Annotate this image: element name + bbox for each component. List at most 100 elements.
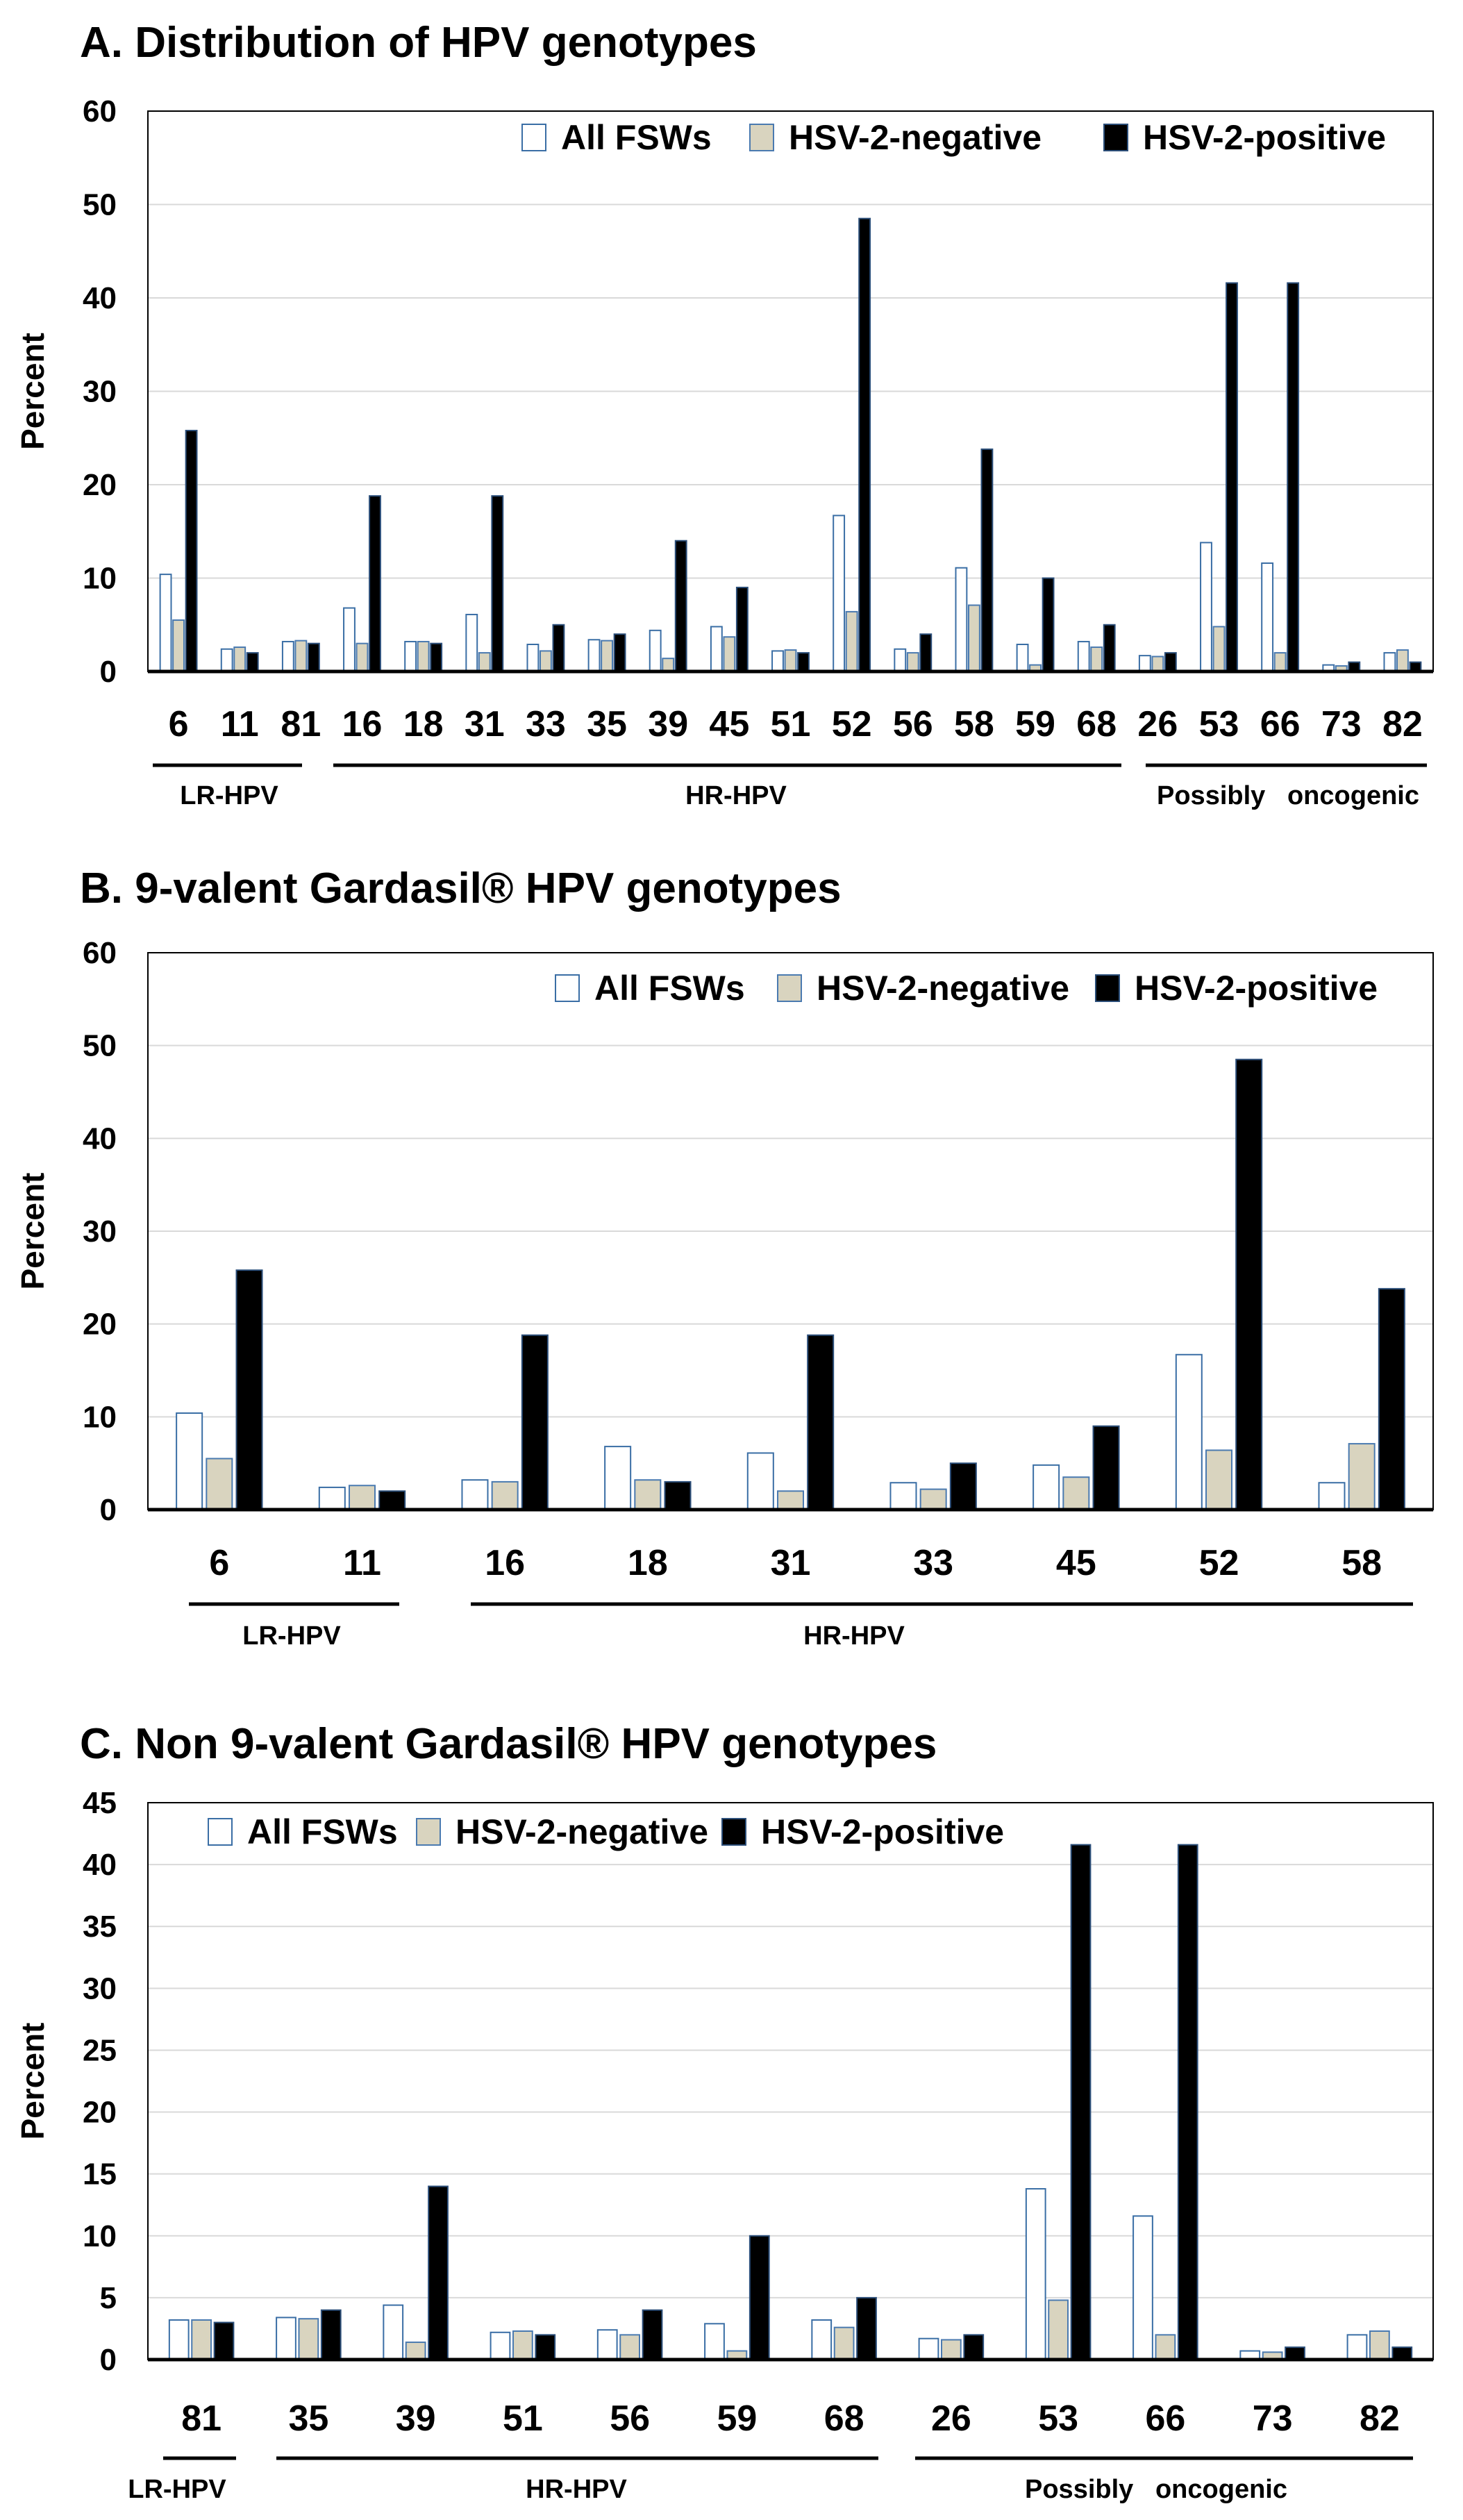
panel-a-bar-hsv2-negative-11: [233, 646, 246, 673]
panel-b-bar-all-fsws-52: [1175, 1353, 1203, 1510]
panel-a-bar-all-fsws-18: [404, 640, 417, 673]
panel-b-chart: B. 9-valent Gardasil® HPV genotypes 0 10 20…: [15, 865, 1434, 1651]
panel-b-bar-hsv2-negative-6: [206, 1458, 233, 1511]
panel-b-y-tick-label: 40: [83, 1121, 117, 1155]
panel-c-bar-hsv2-positive-82: [1391, 2346, 1413, 2360]
panel-c-bar-hsv2-positive-59: [749, 2235, 770, 2361]
panel-c-bar-all-fsws-53: [1025, 2188, 1046, 2360]
panel-a-x-tick-label: 51: [771, 704, 811, 744]
panel-b-bar-hsv2-positive-45: [1092, 1425, 1120, 1510]
panel-a-bar-all-fsws-35: [587, 639, 601, 673]
panel-b-bar-hsv2-negative-45: [1062, 1476, 1090, 1510]
panel-c-bar-all-fsws-35: [276, 2317, 296, 2361]
panel-a-x-tick-label: 53: [1199, 704, 1239, 744]
panel-b-bar-hsv2-negative-11: [348, 1485, 376, 1510]
panel-a-bar-all-fsws-82: [1383, 652, 1396, 672]
panel-b-bar-all-fsws-6: [176, 1412, 203, 1511]
panel-c-title: C. Non 9-valent Gardasil® HPV genotypes: [80, 1720, 937, 1768]
panel-b-bar-all-fsws-45: [1033, 1464, 1060, 1511]
panel-a-legend-swatch-all-fsws: [521, 124, 546, 151]
panel-b-bar-hsv2-positive-6: [235, 1269, 263, 1510]
panel-a-x-tick-label: 26: [1137, 704, 1178, 744]
panel-a-bar-hsv2-negative-26: [1151, 656, 1164, 672]
panel-b-bar-hsv2-negative-31: [776, 1490, 805, 1510]
panel-c-x-tick-label: 82: [1360, 2398, 1400, 2439]
panel-c-bar-hsv2-positive-66: [1177, 1844, 1198, 2360]
panel-c-bar-all-fsws-26: [918, 2337, 939, 2360]
panel-c-legend-swatch-hsv2-positive: [721, 1818, 746, 1846]
panel-b-bar-hsv2-negative-18: [634, 1479, 662, 1510]
panel-a-legend-swatch-hsv2-negative: [749, 124, 774, 151]
panel-a-y-tick-label: 40: [83, 281, 117, 315]
panel-a-bar-all-fsws-31: [465, 613, 478, 673]
panel-c-bar-all-fsws-39: [383, 2304, 404, 2361]
panel-a-bar-hsv2-positive-51: [797, 652, 810, 672]
panel-c-bar-hsv2-negative-66: [1155, 2334, 1176, 2360]
panel-a-bar-hsv2-negative-52: [845, 610, 858, 672]
panel-a-bar-hsv2-negative-56: [906, 652, 919, 672]
panel-a-y-tick-label: 60: [83, 94, 117, 128]
panel-a-bar-all-fsws-26: [1138, 655, 1151, 673]
panel-a-legend-label-hsv2-negative: HSV-2-negative: [789, 118, 1042, 157]
panel-a-bar-all-fsws-52: [833, 515, 846, 673]
panel-c-plot-frame: [147, 1802, 1434, 2360]
panel-b-bar-all-fsws-16: [461, 1479, 489, 1510]
panel-a-y-tick-label: 0: [100, 655, 117, 689]
panel-c-x-tick-label: 56: [610, 2398, 650, 2439]
panel-b-y-tick-label: 50: [83, 1029, 117, 1063]
panel-c-x-tick-label: 59: [717, 2398, 757, 2439]
panel-a-bar-hsv2-positive-81: [307, 642, 320, 673]
panel-c-legend-swatch-all-fsws: [208, 1818, 233, 1846]
panel-c-bar-hsv2-positive-51: [535, 2334, 556, 2360]
panel-a-group-label: LR-HPV: [180, 781, 278, 810]
panel-a-bar-hsv2-negative-45: [723, 636, 736, 672]
panel-b-legend-label-all-fsws: All FSWs: [594, 969, 745, 1008]
panel-b-x-tick-label: 45: [1056, 1543, 1096, 1583]
panel-a-bar-all-fsws-58: [955, 567, 968, 673]
panel-a-bar-hsv2-negative-58: [967, 604, 980, 673]
panel-a-bar-hsv2-positive-68: [1103, 624, 1116, 672]
panel-a-bar-hsv2-negative-82: [1396, 649, 1409, 673]
panel-a-x-tick-label: 33: [526, 704, 566, 744]
panel-a-legend-label-all-fsws: All FSWs: [561, 118, 712, 157]
panel-c-y-tick-label: 30: [83, 1971, 117, 2005]
panel-a-bar-hsv2-negative-6: [172, 619, 185, 673]
panel-c-bar-all-fsws-56: [596, 2329, 618, 2360]
panel-b-x-tick-label: 18: [628, 1543, 668, 1583]
panel-c-y-tick-label: 15: [83, 2158, 117, 2192]
panel-b-title: B. 9-valent Gardasil® HPV genotypes: [80, 865, 842, 912]
panel-a-bar-all-fsws-11: [220, 648, 233, 672]
panel-a-x-tick-label: 81: [281, 704, 321, 744]
panel-c-bar-hsv2-positive-53: [1070, 1844, 1092, 2360]
panel-b-group-label: LR-HPV: [242, 1621, 341, 1651]
panel-b-bar-all-fsws-11: [318, 1486, 346, 1510]
panel-a-bar-hsv2-negative-81: [294, 640, 308, 672]
panel-b-x-tick-label: 58: [1341, 1543, 1382, 1583]
panel-b-bar-hsv2-positive-18: [664, 1480, 692, 1510]
panel-a-x-tick-label: 56: [893, 704, 933, 744]
panel-c-bar-hsv2-negative-81: [191, 2319, 212, 2361]
panel-c-x-tick-label: 51: [503, 2398, 543, 2439]
panel-c-bar-all-fsws-51: [490, 2331, 511, 2360]
panel-a-y-axis-label: Percent: [15, 333, 51, 450]
panel-c-bar-hsv2-negative-39: [405, 2342, 426, 2360]
panel-c-group-label: HR-HPV: [526, 2475, 627, 2504]
panel-b-bar-all-fsws-33: [889, 1482, 917, 1510]
panel-a-y-tick-label: 10: [83, 562, 117, 596]
panel-a-bar-hsv2-positive-6: [185, 429, 198, 672]
panel-a-bar-hsv2-positive-31: [491, 495, 504, 673]
panel-c-y-tick-label: 5: [100, 2281, 117, 2315]
panel-c-y-tick-label: 20: [83, 2096, 117, 2130]
panel-a-bar-all-fsws-53: [1200, 542, 1212, 673]
panel-c-x-tick-label: 66: [1145, 2398, 1185, 2439]
panel-c-bar-hsv2-positive-35: [320, 2309, 342, 2361]
panel-b-bar-hsv2-positive-11: [378, 1490, 406, 1510]
panel-a-bar-hsv2-positive-33: [552, 624, 565, 672]
panel-c-bar-hsv2-negative-56: [619, 2334, 641, 2360]
panel-a-bar-hsv2-positive-16: [369, 495, 381, 673]
panel-c-bar-hsv2-positive-73: [1285, 2346, 1305, 2360]
panel-a-bar-hsv2-negative-35: [601, 640, 614, 672]
panel-a-bar-hsv2-positive-66: [1287, 282, 1300, 673]
panel-a-chart: A. Distribution of HPV genotypes 0 10 20 30 4…: [15, 19, 1434, 810]
panel-c-x-tick-label: 39: [396, 2398, 436, 2439]
